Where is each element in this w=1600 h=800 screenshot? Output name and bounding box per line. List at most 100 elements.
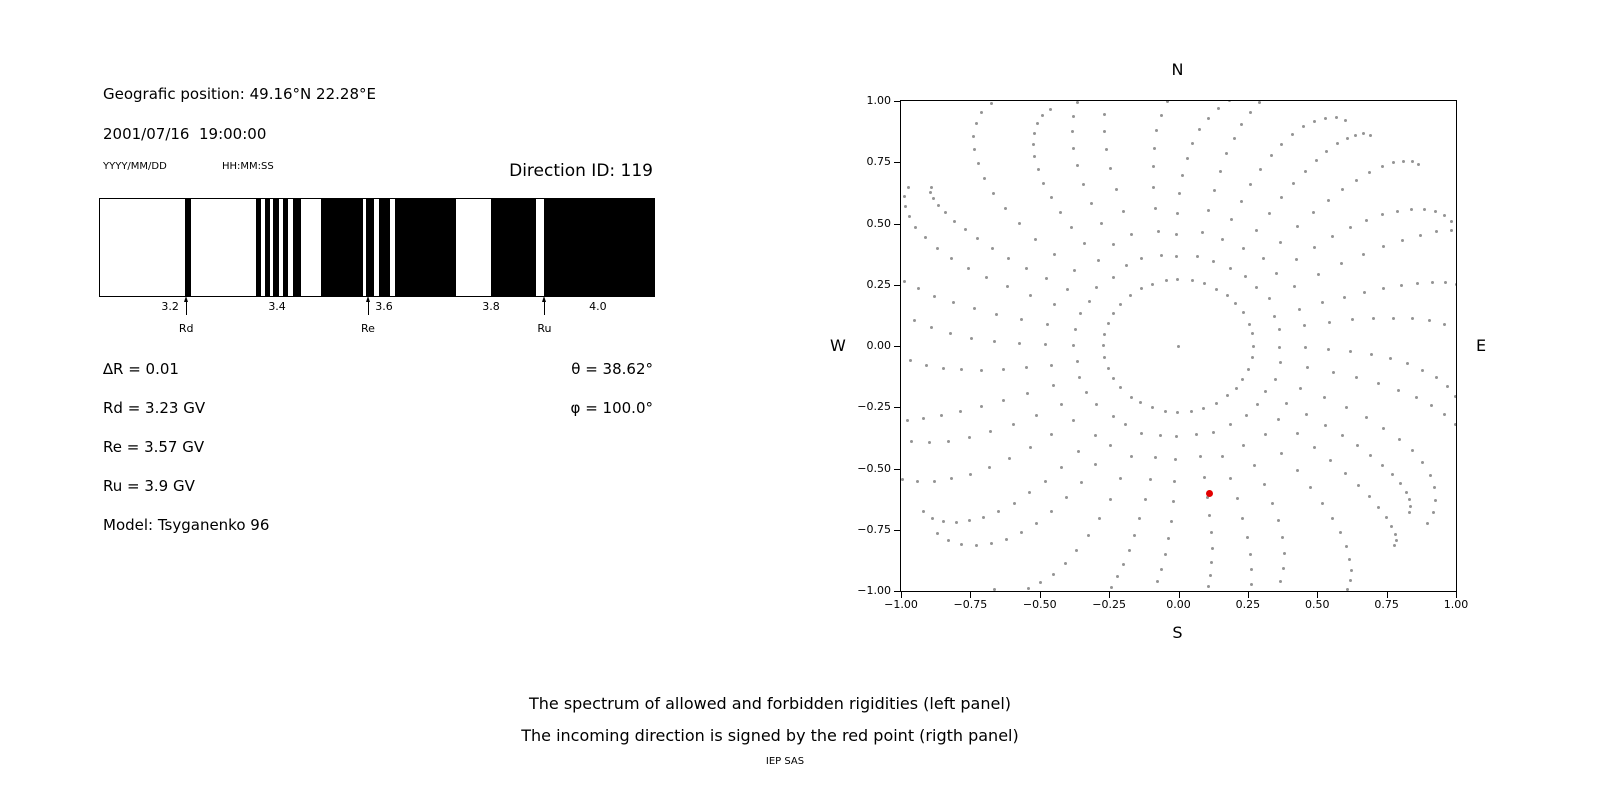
direction-grid-dot [1343, 472, 1347, 476]
direction-grid-dot [1277, 519, 1281, 523]
direction-grid-dot [1330, 516, 1334, 520]
direction-grid-dot [966, 266, 970, 270]
direction-grid-dot [1245, 414, 1249, 418]
direction-grid-dot [1248, 552, 1252, 556]
direction-grid-dot [970, 336, 974, 340]
direction-grid-dot [1250, 582, 1254, 586]
direction-grid-dot [974, 121, 978, 125]
direction-grid-dot [933, 294, 937, 298]
direction-grid-dot [1118, 386, 1122, 390]
direction-grid-dot [1335, 142, 1339, 146]
direction-grid-dot [1314, 158, 1318, 162]
direction-grid-dot [1040, 114, 1044, 118]
direction-grid-dot [914, 225, 918, 229]
direction-grid-dot [1368, 495, 1372, 499]
angle-parameter-list: θ = 38.62° φ = 100.0° [99, 350, 653, 428]
direction-grid-dot [1325, 149, 1329, 153]
datetime-label: 2001/07/16 19:00:00 [103, 125, 267, 143]
direction-grid-dot [929, 326, 933, 330]
direction-grid-dot [1028, 491, 1032, 495]
direction-grid-dot [1422, 207, 1426, 211]
direction-grid-dot [1421, 461, 1425, 465]
direction-grid-dot [1235, 497, 1239, 501]
direction-grid-dot [1384, 515, 1388, 519]
direction-grid-dot [1088, 299, 1092, 303]
direction-grid-dot [1109, 167, 1113, 171]
direction-grid-dot [1340, 434, 1344, 438]
direction-grid-dot [1259, 167, 1263, 171]
direction-grid-dot [1045, 323, 1049, 327]
direction-grid-dot [992, 191, 996, 195]
direction-grid-dot [1244, 275, 1248, 279]
direction-grid-dot [1112, 242, 1116, 246]
direction-grid-dot [1240, 122, 1244, 126]
direction-grid-dot [1163, 409, 1167, 413]
direction-grid-dot [912, 319, 916, 323]
direction-grid-dot [1228, 423, 1232, 427]
direction-grid-dot [1410, 317, 1414, 321]
direction-grid-dot [950, 477, 954, 481]
param-ru: Ru = 3.9 GV [103, 477, 195, 495]
x-tick-mark [1247, 591, 1249, 598]
direction-grid-dot [1072, 344, 1076, 348]
direction-grid-dot [959, 409, 963, 413]
direction-grid-dot [1129, 455, 1133, 459]
direction-grid-dot [1355, 178, 1359, 182]
direction-grid-dot [1171, 500, 1175, 504]
direction-grid-dot [1282, 551, 1286, 555]
x-tick-label: 0.00 [1166, 598, 1191, 611]
x-tick-mark [970, 591, 972, 598]
direction-grid-dot [1109, 585, 1113, 589]
direction-grid-dot [902, 279, 906, 283]
direction-grid-dot [927, 441, 931, 445]
x-tick-label: −1.00 [884, 598, 918, 611]
direction-grid-dot [1158, 433, 1162, 437]
direction-grid-dot [1273, 377, 1277, 381]
direction-grid-dot [935, 246, 939, 250]
rigidity-band [490, 199, 536, 296]
direction-grid-dot [947, 539, 951, 543]
direction-grid-dot [939, 413, 943, 417]
direction-grid-dot [982, 515, 986, 519]
direction-grid-dot [1007, 256, 1011, 260]
direction-grid-dot [1257, 101, 1261, 104]
direction-grid-dot [1313, 246, 1317, 250]
direction-grid-dot [1085, 390, 1089, 394]
direction-grid-dot [1108, 444, 1112, 448]
direction-grid-dot [1306, 365, 1310, 369]
direction-grid-dot [1119, 477, 1123, 481]
direction-grid-dot [948, 332, 952, 336]
date-format-label: YYYY/MM/DD [103, 161, 167, 172]
direction-grid-dot [1342, 295, 1346, 299]
direction-grid-dot [1297, 307, 1301, 311]
direction-grid-dot [1268, 297, 1272, 301]
direction-grid-dot [1396, 388, 1400, 392]
direction-grid-dot [1250, 568, 1254, 572]
direction-grid-dot [1210, 546, 1214, 550]
direction-grid-dot [1364, 416, 1368, 420]
direction-grid-dot [1331, 235, 1335, 239]
direction-grid-dot [1391, 473, 1395, 477]
direction-grid-dot [1164, 279, 1168, 283]
direction-grid-dot [1059, 402, 1063, 406]
direction-grid-dot [1362, 290, 1366, 294]
direction-grid-dot [1269, 154, 1273, 158]
direction-grid-dot [1401, 238, 1405, 242]
direction-grid-dot [1133, 533, 1137, 537]
direction-grid-dot [1380, 165, 1384, 169]
center-dot [1177, 344, 1180, 348]
direction-grid-dot [1052, 253, 1056, 257]
direction-grid-dot [1234, 301, 1238, 305]
spectrum-tick-label: 3.2 [161, 300, 179, 313]
direction-grid-dot [1012, 501, 1016, 505]
direction-grid-dot [980, 110, 984, 114]
direction-grid-dot [1323, 396, 1327, 400]
direction-grid-dot [997, 509, 1001, 513]
direction-grid-dot [1278, 345, 1282, 349]
direction-grid-dot [1103, 332, 1107, 336]
direction-grid-dot [1125, 264, 1129, 268]
direction-grid-dot [1121, 209, 1125, 213]
direction-grid-dot [1214, 401, 1218, 405]
direction-grid-dot [922, 510, 926, 514]
direction-grid-dot [1410, 159, 1414, 163]
